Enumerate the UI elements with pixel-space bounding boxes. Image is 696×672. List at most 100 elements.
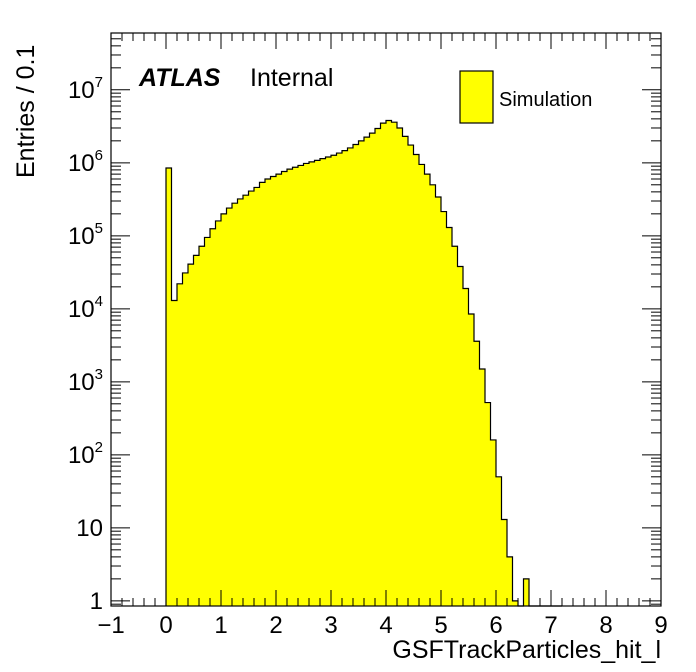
histogram-bar: [276, 174, 282, 607]
histogram-bar: [435, 197, 441, 606]
histogram-bar: [331, 155, 337, 606]
histogram-bar: [265, 179, 271, 606]
y-tick-label: 107: [68, 74, 103, 104]
x-tick-label: 8: [599, 612, 612, 639]
histogram-bar: [342, 150, 348, 606]
legend: Simulation: [459, 70, 592, 124]
histogram-bar: [292, 167, 298, 606]
atlas-label-bold: ATLAS: [138, 64, 221, 92]
histogram-bar: [413, 154, 419, 606]
atlas-label: ATLAS Internal: [138, 64, 333, 92]
histogram-bar: [369, 133, 375, 606]
histogram-bar: [463, 288, 469, 606]
y-tick-label: 10: [76, 515, 103, 542]
y-tick-label-exponent: 3: [95, 366, 103, 383]
x-tick-label: 3: [324, 612, 337, 639]
histogram-bars: [166, 120, 529, 607]
x-tick-label: 2: [269, 612, 282, 639]
histogram-bar: [237, 198, 243, 606]
legend-swatch-simulation: [459, 70, 494, 124]
histogram-bar: [248, 191, 254, 606]
legend-label-simulation: Simulation: [499, 89, 592, 111]
y-axis-title: Entries / 0.1: [12, 45, 40, 178]
histogram-bar: [496, 476, 502, 606]
histogram-bar: [188, 264, 194, 606]
histogram-bar: [358, 140, 364, 606]
histogram-bar: [446, 227, 452, 606]
histogram-bar: [391, 122, 397, 606]
y-tick-label-exponent: 7: [95, 74, 103, 91]
x-tick-label: 4: [379, 612, 392, 639]
y-tick-label: 104: [68, 293, 103, 323]
histogram-bar: [479, 368, 485, 606]
histogram-bar: [298, 165, 304, 606]
y-tick-label-exponent: 4: [95, 293, 103, 310]
histogram-bar: [193, 255, 199, 606]
x-tick-label: 6: [489, 612, 502, 639]
x-tick-label: 5: [434, 612, 447, 639]
y-tick-label-base: 10: [68, 150, 95, 177]
x-tick-label: 0: [159, 612, 172, 639]
histogram-bar: [166, 167, 172, 607]
y-tick-label-base: 10: [68, 223, 95, 250]
histogram-bar: [215, 220, 221, 607]
histogram-bar: [375, 128, 381, 606]
histogram-bar: [347, 147, 353, 606]
histogram-bar: [474, 341, 480, 606]
histogram-bar: [270, 176, 276, 606]
histogram-bar: [501, 519, 507, 606]
histogram-bar: [303, 163, 309, 607]
y-tick-label: 103: [68, 366, 103, 396]
histogram-bar: [254, 187, 260, 606]
y-tick-label-exponent: 2: [95, 439, 103, 456]
histogram-bar: [507, 556, 513, 606]
histogram-bar: [226, 208, 232, 606]
y-tick-label-base: 10: [68, 442, 95, 469]
histogram-bar: [325, 157, 331, 607]
histogram-bar: [408, 145, 414, 606]
histogram-bar: [441, 211, 447, 606]
x-tick-label: −1: [97, 612, 124, 639]
y-tick-label: 105: [68, 220, 103, 250]
histogram-bar: [452, 246, 458, 606]
y-tick-label-base: 10: [68, 296, 95, 323]
histogram-bar: [259, 182, 265, 606]
histogram-bar: [397, 127, 403, 606]
x-tick-label: 7: [544, 612, 557, 639]
histogram-bar: [320, 158, 326, 606]
histogram-bar: [386, 120, 392, 606]
histogram-bar: [243, 195, 249, 606]
histogram-outline: [165, 119, 562, 607]
histogram-bar: [457, 266, 463, 606]
histogram-bar: [336, 153, 342, 606]
histogram-bar: [364, 137, 370, 606]
histogram-bar: [430, 184, 436, 606]
histogram-bar: [523, 578, 529, 606]
histogram-bar: [281, 171, 287, 606]
histogram-bar: [210, 228, 216, 606]
y-tick-label-exponent: 5: [95, 220, 103, 237]
x-axis-ticks: [110, 33, 662, 606]
x-tick-label: 1: [214, 612, 227, 639]
y-axis-ticks: [111, 32, 661, 605]
histogram-bar: [287, 169, 293, 606]
atlas-label-internal: Internal: [250, 64, 333, 92]
y-tick-label-base: 10: [68, 369, 95, 396]
y-tick-label: 106: [68, 147, 103, 177]
histogram-bar: [232, 203, 238, 606]
histogram-bar: [182, 272, 188, 606]
x-tick-label: 9: [654, 612, 667, 639]
y-tick-label-base: 10: [68, 77, 95, 104]
x-axis-title: GSFTrackParticles_hit_l: [392, 636, 661, 664]
histogram-bar: [419, 164, 425, 606]
histogram-bar: [380, 123, 386, 607]
x-tick-labels: −1 0 1 2 3 4 5 6 7 8 9: [97, 612, 667, 639]
histogram-bar: [468, 313, 474, 606]
histogram-bar: [314, 160, 320, 606]
histogram-bar: [353, 144, 359, 606]
histogram-bar: [512, 600, 518, 606]
histogram-bar: [177, 283, 183, 606]
histogram-bar: [490, 439, 496, 606]
histogram-bar: [221, 213, 227, 607]
histogram-bar: [402, 136, 408, 606]
